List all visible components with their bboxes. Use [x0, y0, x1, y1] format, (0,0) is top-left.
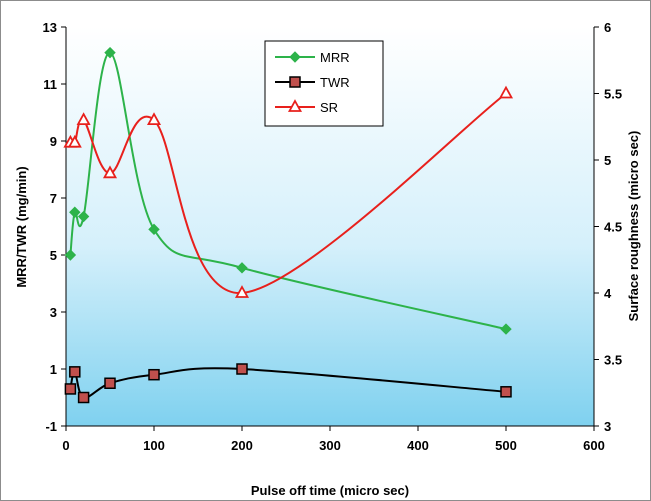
data-point-sr: [102, 165, 118, 179]
legend-box: [264, 40, 384, 127]
data-point-mrr: [104, 46, 116, 59]
y2-tick-label: 5: [604, 153, 611, 168]
data-point-sr: [146, 112, 162, 125]
series-twr: [64, 363, 512, 404]
x-axis-label: Pulse off time (micro sec): [251, 483, 409, 498]
data-point-twr: [236, 363, 248, 375]
y-tick-label: 9: [50, 134, 57, 149]
y-axis-label: MRR/TWR (mg/min): [14, 166, 29, 287]
data-point-mrr: [69, 206, 81, 218]
series-line-sr: [69, 92, 507, 295]
data-point-twr: [148, 368, 160, 381]
series-line-mrr: [69, 51, 507, 331]
x-tick-label: 0: [62, 438, 69, 453]
data-point-mrr: [236, 262, 248, 274]
y-tick-label: 5: [50, 248, 57, 263]
legend-marker-sr: [287, 99, 303, 112]
legend-label-mrr: MRR: [320, 50, 350, 65]
data-point-twr: [500, 386, 512, 398]
data-point-sr: [76, 112, 91, 125]
data-point-twr: [77, 391, 90, 404]
y-tick-label: 1: [50, 362, 57, 377]
data-point-mrr: [500, 323, 512, 335]
legend-label-sr: SR: [320, 100, 338, 115]
y2-tick-label: 3.5: [604, 353, 622, 368]
x-tick-label: 400: [407, 438, 429, 453]
data-point-mrr: [77, 210, 90, 223]
x-tick-label: 300: [319, 438, 341, 453]
y2-tick-label: 6: [604, 20, 611, 35]
legend-marker-mrr: [289, 51, 301, 63]
data-point-mrr: [64, 249, 77, 261]
data-point-twr: [104, 377, 116, 389]
data-point-sr: [234, 285, 250, 298]
y2-tick-label: 4: [604, 286, 612, 301]
y-tick-label: 13: [43, 20, 57, 35]
data-point-sr: [67, 134, 82, 148]
y-tick-label: -1: [45, 419, 57, 434]
legend-label-twr: TWR: [320, 75, 350, 90]
y-tick-label: 7: [50, 191, 57, 206]
x-tick-label: 600: [583, 438, 605, 453]
y2-tick-label: 5.5: [604, 87, 622, 102]
y2-tick-label: 4.5: [604, 220, 622, 235]
data-point-sr: [498, 85, 514, 99]
series-mrr: [64, 46, 512, 335]
x-tick-label: 100: [143, 438, 165, 453]
legend-marker-twr: [289, 76, 301, 88]
y2-axis-label: Surface roughness (micro sec): [626, 131, 641, 322]
legend: MRR TWR SR: [264, 40, 384, 127]
data-point-twr: [64, 383, 77, 395]
x-tick-label: 200: [231, 438, 253, 453]
data-point-twr: [69, 366, 81, 378]
data-point-mrr: [148, 223, 160, 236]
y-tick-label: 11: [43, 77, 57, 92]
x-tick-label: 500: [495, 438, 517, 453]
series-sr: [63, 85, 514, 298]
y2-tick-label: 3: [604, 419, 611, 434]
y-tick-label: 3: [50, 305, 57, 320]
